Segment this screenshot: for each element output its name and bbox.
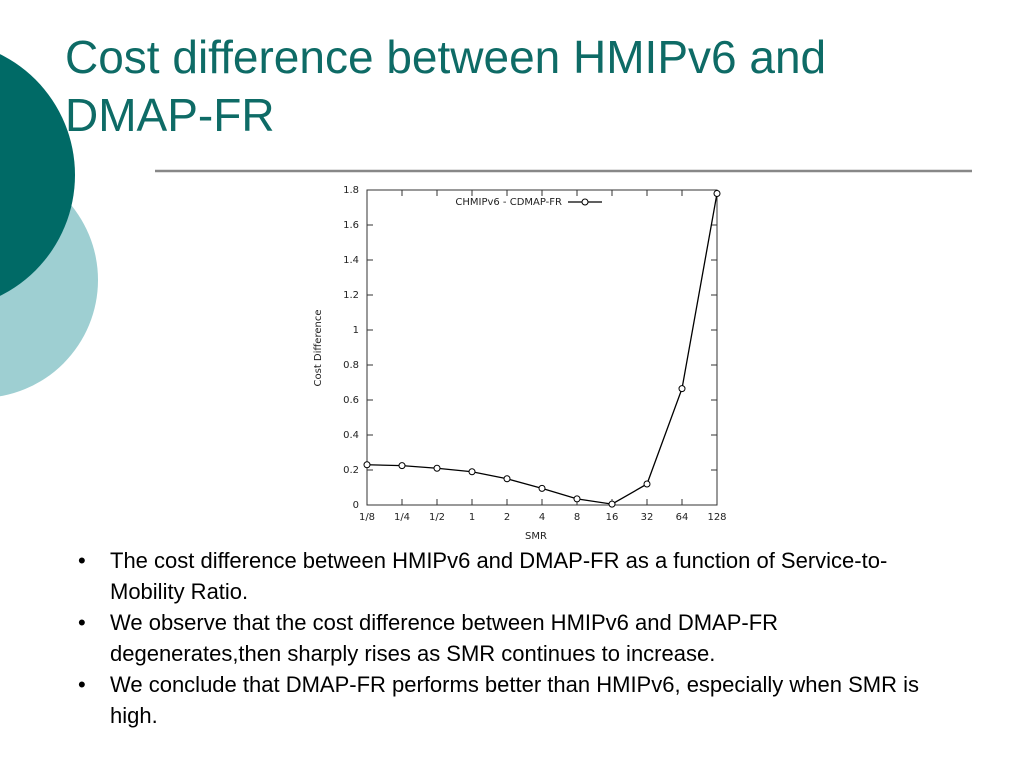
legend-marker bbox=[581, 198, 589, 206]
series-line bbox=[366, 193, 718, 505]
bullet-list: The cost difference between HMIPv6 and D… bbox=[78, 545, 948, 731]
x-tick-label: 1 bbox=[469, 512, 475, 523]
y-tick-label: 0.2 bbox=[343, 465, 359, 476]
x-tick-label: 1/2 bbox=[429, 512, 445, 523]
y-tick-label: 0.6 bbox=[343, 395, 359, 406]
point bbox=[713, 190, 721, 197]
x-axis-label: SMR bbox=[525, 531, 547, 542]
point bbox=[433, 464, 441, 472]
decor-circle-dark bbox=[0, 54, 75, 296]
y-tick-label: 1.8 bbox=[343, 185, 359, 196]
bullet: We observe that the cost difference betw… bbox=[78, 607, 948, 669]
x-tick-label: 4 bbox=[539, 512, 545, 523]
plot-frame bbox=[366, 189, 718, 506]
y-axis-label: Cost Difference bbox=[313, 310, 324, 387]
x-tick-label: 8 bbox=[574, 512, 580, 523]
x-tick-label: 64 bbox=[676, 512, 689, 523]
y-tick-label: 1.2 bbox=[343, 290, 359, 301]
point bbox=[363, 461, 371, 469]
point bbox=[608, 500, 616, 508]
bullet: The cost difference between HMIPv6 and D… bbox=[78, 545, 948, 607]
point bbox=[678, 385, 686, 393]
point bbox=[503, 475, 511, 483]
x-tick-label: 16 bbox=[606, 512, 619, 523]
x-tick-label: 1/8 bbox=[359, 512, 375, 523]
y-tick-label: 0 bbox=[353, 500, 359, 511]
point bbox=[468, 468, 476, 476]
y-tick-label: 1.4 bbox=[343, 255, 359, 266]
y-tick-label: 1.6 bbox=[343, 220, 359, 231]
point bbox=[538, 484, 546, 492]
y-tick-label: 0.4 bbox=[343, 430, 359, 441]
x-tick-label: 128 bbox=[707, 512, 726, 523]
y-tick-label: 1 bbox=[353, 325, 359, 336]
slide-title: Cost difference between HMIPv6 and DMAP-… bbox=[65, 31, 827, 141]
legend-label: CHMIPv6 - CDMAP-FR bbox=[455, 197, 562, 208]
x-tick-label: 1/4 bbox=[394, 512, 410, 523]
point bbox=[573, 495, 581, 503]
point bbox=[643, 480, 651, 488]
y-tick-label: 0.8 bbox=[343, 360, 359, 371]
bullet: We conclude that DMAP-FR performs better… bbox=[78, 669, 948, 731]
x-tick-label: 32 bbox=[641, 512, 654, 523]
x-tick-label: 2 bbox=[504, 512, 510, 523]
point bbox=[398, 462, 406, 470]
